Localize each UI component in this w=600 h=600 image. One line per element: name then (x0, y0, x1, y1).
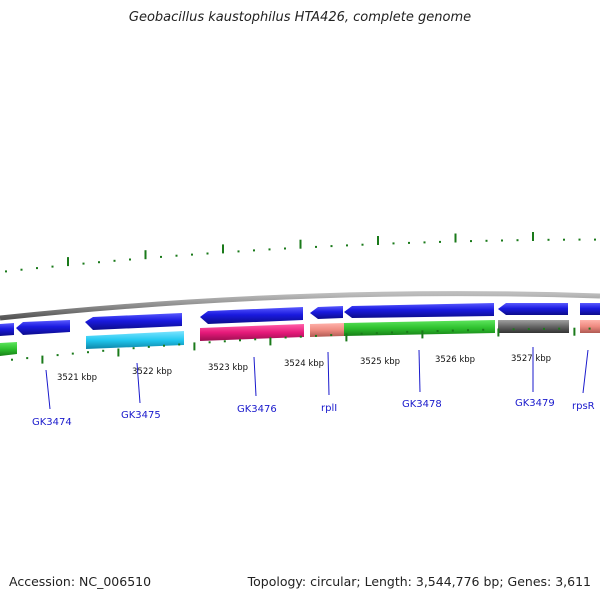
gene-label-gk3476[interactable]: GK3476 (237, 404, 277, 415)
category-strips (0, 320, 600, 356)
category-strip-salmon (580, 320, 600, 333)
genome-backbone (0, 291, 600, 321)
gene-arrow (85, 313, 182, 330)
forward-strand-genes (0, 303, 600, 336)
inner-tick-row (11, 327, 591, 364)
genome-title: Geobacillus kaustophilus HTA426, complet… (128, 10, 472, 25)
kbp-label: 3525 kbp (360, 357, 400, 367)
gene-callout-line (253, 356, 257, 397)
gene-arrow (200, 307, 303, 324)
gene-arrow (310, 306, 343, 319)
category-strip-magenta (200, 324, 304, 341)
gene-label-gk3474[interactable]: GK3474 (32, 417, 72, 428)
category-strip-gray (498, 320, 569, 333)
gene-label-rpli[interactable]: rplI (321, 403, 337, 414)
kbp-label: 3523 kbp (208, 363, 248, 373)
gene-label-rpsr[interactable]: rpsR (572, 401, 595, 412)
accession-text: Accession: NC_006510 (9, 574, 152, 589)
category-strip-salmon (310, 323, 344, 337)
kbp-label: 3526 kbp (435, 355, 475, 365)
kbp-label: 3527 kbp (511, 354, 551, 364)
gene-labels: GK3474 GK3475 GK3476 rplI GK3478 GK3479 … (32, 398, 595, 428)
gene-callout-line (327, 351, 330, 396)
gene-callout-line (582, 349, 589, 394)
gene-arrow (16, 320, 70, 335)
topology-summary: Topology: circular; Length: 3,544,776 bp… (247, 574, 591, 589)
kbp-label: 3524 kbp (284, 359, 324, 369)
gene-arrow (0, 323, 14, 336)
gene-label-gk3479[interactable]: GK3479 (515, 398, 555, 409)
gene-callout-line (418, 349, 421, 393)
gene-callout-line (45, 369, 51, 410)
gene-label-gk3478[interactable]: GK3478 (402, 399, 442, 410)
gene-callout-line (136, 362, 141, 404)
category-strip-green (0, 342, 17, 356)
gene-arrow (498, 303, 568, 315)
category-strip-green (344, 320, 495, 336)
kbp-label: 3522 kbp (132, 367, 172, 377)
gene-callout-lines (45, 347, 589, 410)
category-strip-cyan (86, 331, 184, 349)
kbp-label: 3521 kbp (57, 373, 97, 383)
gene-label-gk3475[interactable]: GK3475 (121, 410, 161, 421)
gene-arrow (580, 303, 600, 315)
gene-arrow (344, 303, 494, 318)
outer-tick-row (5, 232, 596, 273)
kbp-scale: 3521 kbp 3522 kbp 3523 kbp 3524 kbp 3525… (57, 354, 551, 383)
